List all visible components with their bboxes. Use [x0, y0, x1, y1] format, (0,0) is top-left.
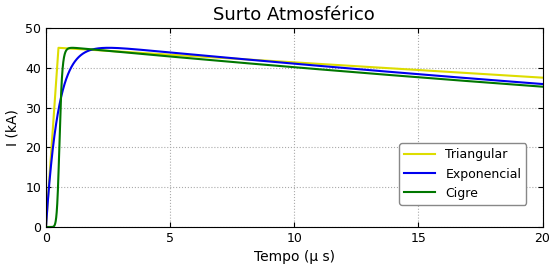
Cigre [45, 225, 52, 229]
Line: Exponencial: Exponencial [46, 48, 543, 227]
Cigre [539, 85, 546, 88]
Triangular [45, 193, 52, 196]
Triangular [72, 47, 79, 50]
Cigre [43, 225, 49, 229]
Triangular [513, 75, 519, 78]
Cigre [513, 83, 519, 86]
Exponencial [45, 195, 52, 198]
Cigre [63, 48, 70, 52]
Cigre [69, 46, 76, 49]
Title: Surto Atmosférico: Surto Atmosférico [214, 6, 375, 23]
Legend: Triangular, Exponencial, Cigre: Triangular, Exponencial, Cigre [399, 143, 527, 205]
Exponencial [539, 82, 546, 86]
Triangular [43, 225, 49, 229]
Triangular [285, 60, 292, 64]
Cigre [72, 46, 79, 50]
Exponencial [140, 48, 147, 52]
Line: Triangular: Triangular [46, 48, 543, 227]
Exponencial [72, 59, 79, 62]
Line: Cigre: Cigre [46, 48, 543, 227]
Exponencial [105, 46, 112, 49]
Triangular [63, 47, 70, 50]
Exponencial [513, 80, 519, 84]
Triangular [140, 51, 147, 55]
Y-axis label: I (kA): I (kA) [6, 109, 19, 146]
Exponencial [43, 225, 49, 229]
Triangular [539, 76, 546, 79]
Triangular [55, 46, 62, 49]
Cigre [285, 65, 292, 68]
Exponencial [285, 62, 292, 65]
Cigre [140, 52, 147, 56]
Exponencial [63, 76, 70, 80]
X-axis label: Tempo (μ s): Tempo (μ s) [254, 251, 335, 264]
